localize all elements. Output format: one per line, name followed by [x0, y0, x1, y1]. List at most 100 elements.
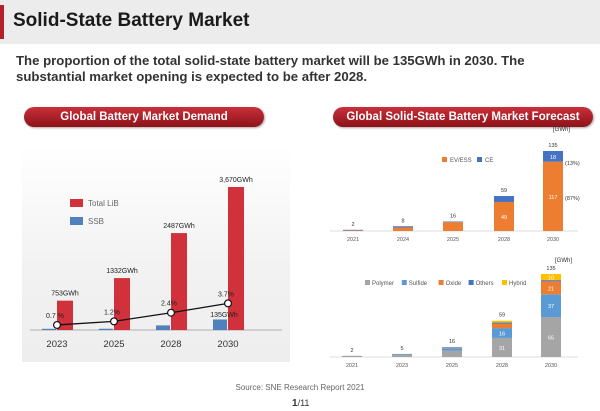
forecast-type-bar-hybrid-2030 [541, 274, 561, 281]
forecast-app-x-tick-2030: 2030 [547, 237, 559, 243]
legend-label-total-lib: Total LiB [88, 199, 119, 208]
share-label-2030: 3.7% [218, 291, 234, 298]
share-label-2028: 2.4% [161, 301, 177, 308]
share-point-2028 [167, 308, 176, 317]
forecast-app-total-2021: 2 [351, 222, 354, 228]
total-lib-label-2025: 1332GWh [106, 268, 138, 275]
page-subtitle: The proportion of the total solid-state … [16, 53, 525, 84]
forecast-app-bar-ce-2030 [543, 151, 563, 162]
forecast-app-bar-ce-2028 [494, 196, 514, 202]
legend-swatch-polymer [365, 280, 370, 285]
forecast-type-seg-label-sulfide-2030: 37 [548, 304, 554, 310]
forecast-app-bar-ev-ess-2028 [494, 201, 514, 231]
share-label-2023: 0.7 % [46, 313, 64, 320]
forecast-app-bar-ce-2021 [343, 229, 363, 231]
forecast-type-bar-polymer-2021 [342, 355, 362, 357]
bar-ssb-2025 [99, 328, 113, 330]
total-lib-label-2030: 3,670GWh [219, 177, 253, 184]
forecast-app-unit: [GWh] [553, 127, 570, 133]
forecast-type-seg-label-oxide-2030: 21 [548, 286, 554, 292]
forecast-type-x-tick-2030: 2030 [545, 363, 557, 369]
forecast-type-total-2023: 5 [400, 346, 403, 352]
x-tick-2030: 2030 [217, 339, 238, 350]
bar-total-lib-2028 [171, 233, 187, 330]
forecast-type-total-2025: 16 [449, 339, 455, 345]
forecast-app-bar-ev-ess-2024 [393, 227, 413, 231]
forecast-type-bar-polymer-2028 [492, 337, 512, 357]
bar-ssb-2028 [156, 325, 170, 330]
x-tick-2025: 2025 [103, 339, 124, 350]
forecast-app-total-2028: 59 [501, 188, 507, 194]
right-panel-title: Global Solid-State Battery Market Foreca… [333, 107, 593, 127]
legend-swatch-others [468, 280, 474, 285]
source-note: Source: SNE Research Report 2021 [235, 383, 365, 392]
forecast-type-bar-others-2030 [541, 280, 561, 282]
forecast-type-bar-oxide-2030 [541, 281, 561, 295]
page-number-total: /11 [297, 398, 310, 408]
forecast-app-annotation-ev: (87%) [565, 196, 580, 202]
forecast-app-bar-ev-ess-2021 [343, 230, 363, 231]
page-title: Solid-State Battery Market [13, 10, 250, 31]
forecast-app-x-tick-2024: 2024 [397, 237, 409, 243]
forecast-type-seg-label-polymer-2028: 31 [499, 346, 505, 352]
forecast-app-bar-ce-2024 [393, 226, 413, 228]
legend-label-polymer: Polymer [372, 281, 394, 287]
legend-swatch-ce [477, 157, 482, 162]
forecast-app-x-tick-2025: 2025 [447, 237, 459, 243]
forecast-type-total-2030: 135 [546, 266, 555, 272]
legend-swatch-total-lib [70, 199, 83, 207]
legend-label-ce: CE [485, 158, 493, 164]
forecast-type-bar-sulfide-2030 [541, 294, 561, 318]
share-label-2025: 1.2% [104, 309, 120, 316]
legend-swatch-ssb [70, 217, 83, 225]
page-number-current: 1 [292, 398, 298, 409]
forecast-app-seg-label-ev-ess-2030: 117 [549, 195, 558, 201]
total-lib-label-2023: 753GWh [51, 291, 79, 298]
legend-label-ev-ess: EV/ESS [450, 158, 472, 164]
title-accent-bar [0, 5, 4, 39]
ssb-share-line [56, 302, 229, 326]
forecast-type-total-2028: 59 [499, 313, 505, 319]
share-point-2023 [52, 320, 61, 329]
forecast-app-bar-ev-ess-2030 [543, 161, 563, 231]
title-bar [0, 0, 600, 44]
forecast-type-x-tick-2023: 2023 [396, 363, 408, 369]
forecast-type-bar-hybrid-2028 [492, 320, 512, 323]
forecast-type-bar-polymer-2025 [442, 350, 462, 357]
forecast-app-seg-label-ev-ess-2028: 49 [501, 215, 507, 221]
legend-label-sulfide: Sulfide [409, 281, 428, 287]
bar-total-lib-2023 [57, 300, 73, 330]
legend-swatch-ev-ess [442, 157, 447, 162]
bar-total-lib-2025 [114, 278, 130, 330]
legend-swatch-hybrid [502, 280, 507, 285]
forecast-type-bar-sulfide-2023 [392, 353, 412, 355]
legend-label-hybrid: Hybrid [509, 281, 526, 287]
forecast-type-bar-oxide-2025 [442, 347, 462, 349]
forecast-app-bar-ce-2025 [443, 221, 463, 223]
x-tick-2023: 2023 [46, 339, 67, 350]
forecast-type-bar-sulfide-2025 [442, 348, 462, 351]
forecast-type-bar-sulfide-2028 [492, 328, 512, 338]
forecast-app-x-tick-2028: 2028 [498, 237, 510, 243]
forecast-type-seg-label-polymer-2030: 65 [548, 336, 554, 342]
forecast-type-seg-label-hybrid-2030: 10 [548, 276, 554, 282]
page-number: 1/11 [292, 398, 309, 409]
forecast-type-total-2021: 2 [350, 348, 353, 354]
forecast-app-x-tick-2021: 2021 [347, 237, 359, 243]
share-point-2025 [109, 317, 118, 326]
forecast-app-annotation-ce: (13%) [565, 161, 580, 167]
forecast-type-bar-others-2028 [492, 322, 512, 324]
forecast-app-bar-ev-ess-2025 [443, 222, 463, 231]
forecast-type-unit: [GWh] [555, 258, 572, 264]
ssb-label-2030: 135GWh [210, 312, 238, 319]
forecast-type-seg-label-sulfide-2028: 16 [499, 332, 505, 338]
legend-label-ssb: SSB [88, 217, 104, 226]
forecast-type-bar-oxide-2028 [492, 323, 512, 329]
forecast-type-x-tick-2021: 2021 [346, 363, 358, 369]
legend-label-oxide: Oxide [446, 281, 462, 287]
legend-swatch-sulfide [401, 280, 407, 285]
x-tick-2028: 2028 [160, 339, 181, 350]
forecast-app-total-2025: 16 [450, 214, 456, 220]
forecast-app-seg-label-ce-2030: 18 [550, 155, 556, 161]
